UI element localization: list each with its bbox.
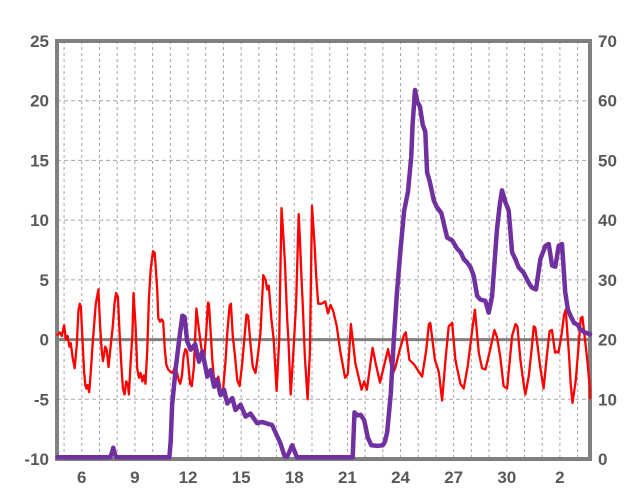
x-axis-tick-label: 27	[444, 468, 463, 487]
left-axis-tick-label: 0	[40, 331, 49, 350]
right-axis-tick-label: 10	[598, 390, 617, 409]
x-axis-tick-label: 6	[77, 468, 86, 487]
left-axis-tick-label: 25	[30, 32, 49, 51]
right-axis-tick-label: 50	[598, 151, 617, 170]
x-axis-tick-label: 24	[391, 468, 410, 487]
x-axis-tick-label: 15	[232, 468, 251, 487]
left-axis-tick-label: 5	[40, 271, 49, 290]
left-axis-tick-label: 20	[30, 92, 49, 111]
x-axis-tick-label: 21	[338, 468, 357, 487]
right-axis-tick-label: 70	[598, 32, 617, 51]
x-axis-tick-label: 18	[285, 468, 304, 487]
x-axis-tick-label: 12	[179, 468, 198, 487]
temperature-line	[56, 204, 592, 405]
x-axis-tick-label: 30	[497, 468, 516, 487]
left-axis-tick-label: -10	[24, 450, 49, 469]
right-axis-tick-label: 0	[598, 450, 607, 469]
right-axis-tick-label: 20	[598, 331, 617, 350]
x-axis-tick-label: 9	[130, 468, 139, 487]
x-axis-tick-label: 2	[555, 468, 564, 487]
right-axis-tick-label: 30	[598, 271, 617, 290]
left-axis-tick-label: 10	[30, 211, 49, 230]
left-axis-tick-label: 15	[30, 151, 49, 170]
right-axis-tick-label: 60	[598, 92, 617, 111]
snow-depth-line	[55, 87, 593, 460]
left-axis-tick-label: -5	[34, 390, 49, 409]
right-axis-tick-label: 40	[598, 211, 617, 230]
